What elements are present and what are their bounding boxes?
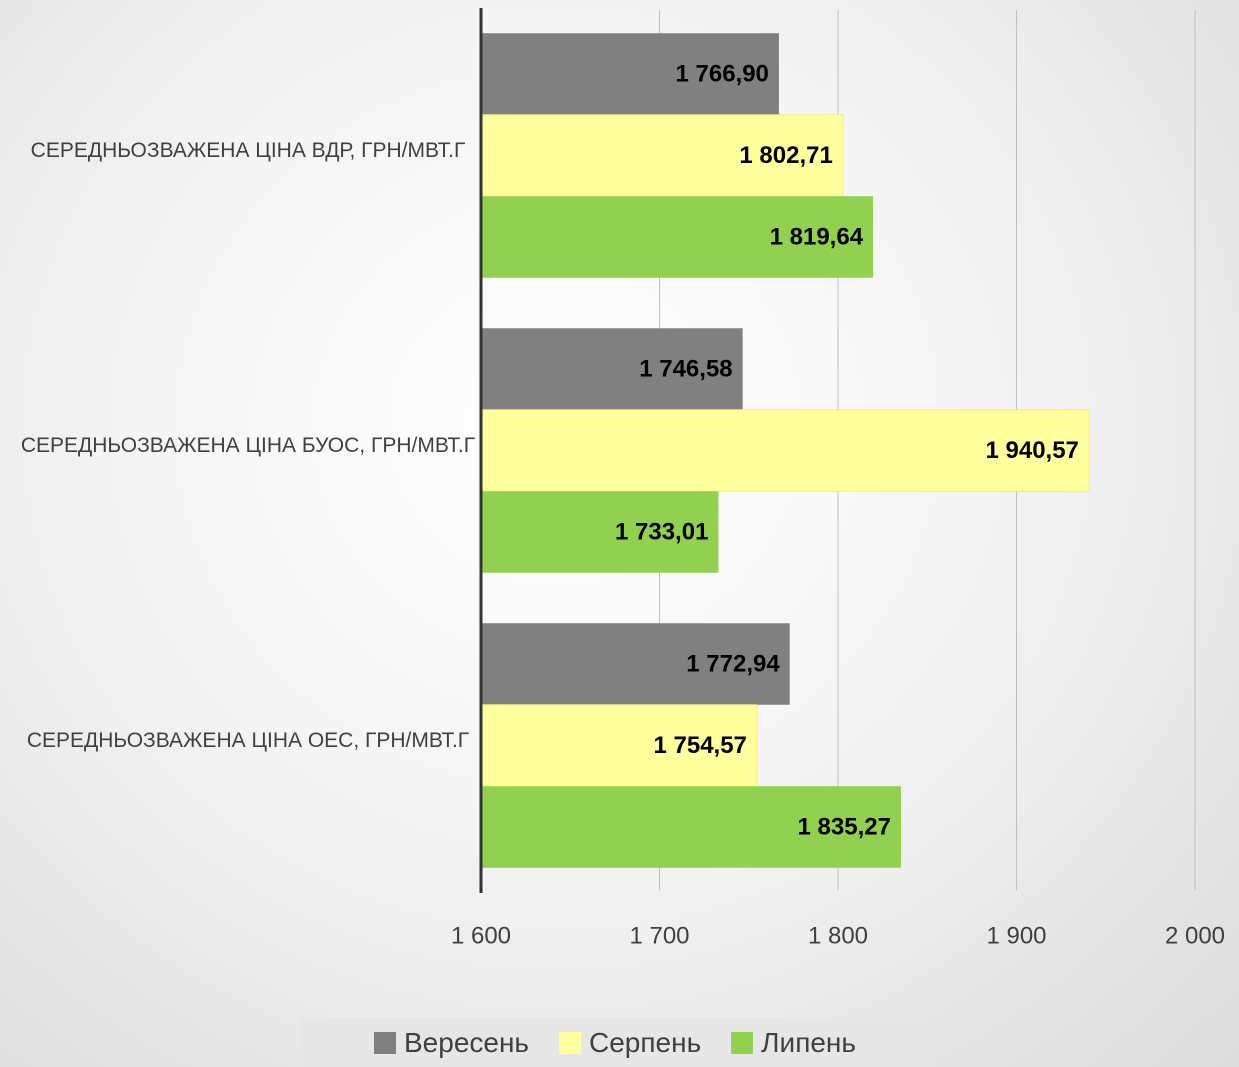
legend-label: Серпень [589,1026,702,1058]
legend-swatch [374,1031,396,1054]
bar [480,409,1090,492]
bar [481,491,719,573]
data-label: 1 940,57 [985,437,1078,464]
data-label: 1 766,90 [675,60,768,87]
bar [481,623,790,705]
data-label: 1 772,94 [686,650,780,677]
legend-label: Липень [761,1026,856,1058]
data-label: 1 835,27 [798,813,891,840]
bar [481,33,779,115]
x-tick-label: 1 700 [629,922,689,949]
bar [481,196,874,278]
bar [481,786,901,868]
category-label: СЕРЕДНЬОЗВАЖЕНА ЦІНА ОЕС, ГРН/МВТ.Г [26,728,470,752]
legend-label: Вересень [404,1026,530,1058]
data-label: 1 802,71 [739,142,832,169]
category-label: СЕРЕДНЬОЗВАЖЕНА ЦІНА ВДР, ГРН/МВТ.Г [30,138,466,162]
legend-item: Серпень [559,1027,701,1059]
legend-item: Липень [731,1027,856,1059]
data-label: 1 746,58 [639,355,732,382]
data-label: 1 754,57 [653,732,746,759]
legend-swatch [731,1031,754,1054]
data-label: 1 819,64 [770,223,864,250]
bar [481,328,743,410]
legend: Вересень Серпень Липень [300,1018,930,1067]
category-label: СЕРЕДНЬОЗВАЖЕНА ЦІНА БУОС, ГРН/МВТ.Г [20,433,476,457]
legend-item: Вересень [374,1027,529,1059]
x-tick-label: 1 600 [451,922,511,949]
x-tick-label: 2 000 [1165,922,1225,949]
bar [480,704,758,787]
data-label: 1 733,01 [615,518,708,545]
x-tick-label: 1 900 [986,922,1046,949]
bar [480,114,844,197]
legend-swatch [559,1031,582,1054]
x-tick-label: 1 800 [808,922,868,949]
